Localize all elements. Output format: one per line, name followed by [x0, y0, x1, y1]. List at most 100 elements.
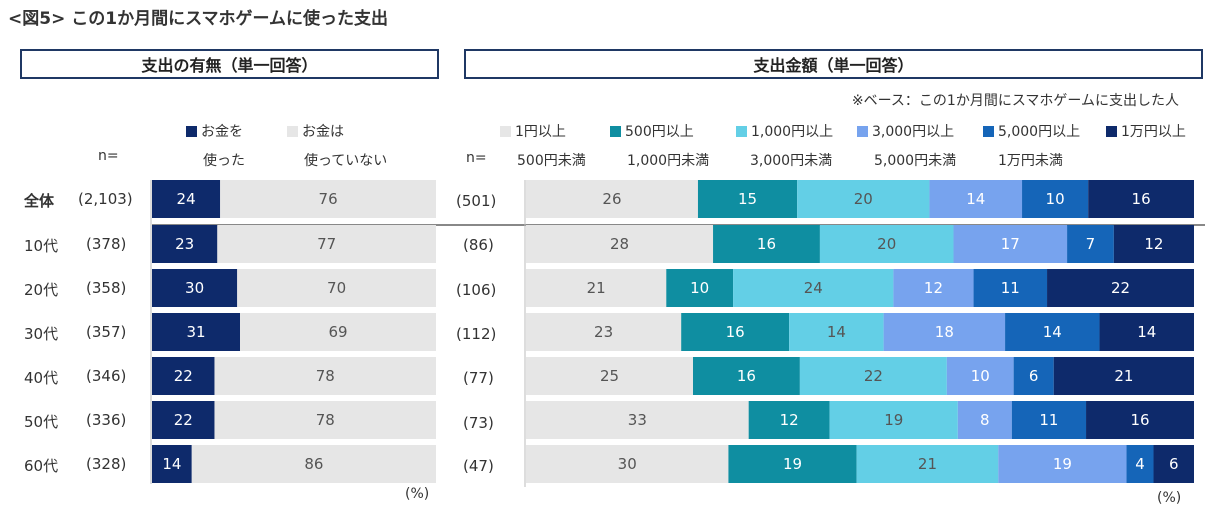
left-bar-total-s1 [152, 180, 221, 218]
right-label-10s-s5: 7 [1086, 235, 1096, 253]
right-label-total-s3: 20 [854, 190, 873, 208]
right-label-40s-s5: 6 [1029, 367, 1039, 385]
legend-left-spent-line1: お金を [201, 124, 243, 140]
right-label-30s-s2: 16 [726, 323, 745, 341]
left-label-40s-s2: 78 [316, 367, 335, 385]
row-n-right-50s: (73) [463, 414, 494, 432]
left-label-50s-s2: 78 [316, 411, 335, 429]
right-bar-20s-s3 [733, 269, 894, 307]
legend-right-3-line2: 3,000円未満 [750, 153, 833, 169]
left-bar-30s-s2 [240, 313, 436, 351]
legend-swatch-2 [610, 125, 621, 137]
legend-right-1-line2: 500円未満 [517, 153, 586, 169]
left-label-60s-s2: 86 [304, 455, 323, 473]
row-label-30s: 30代 [24, 325, 59, 343]
left-label-10s-s2: 77 [317, 235, 336, 253]
right-bar-40s-s3 [799, 357, 947, 395]
legend-right-5-line1: 5,000円以上 [998, 124, 1081, 140]
right-bar-10s-s6 [1113, 225, 1194, 263]
left-bar-60s-s1 [152, 445, 192, 483]
row-label-10s: 10代 [24, 237, 59, 255]
legend-left-not-spent-line1: お金は [302, 124, 344, 140]
right-label-10s-s3: 20 [877, 235, 896, 253]
left-label-30s-s1: 31 [186, 323, 205, 341]
right-bar-30s-s4 [883, 313, 1006, 351]
right-bar-total-s6 [1088, 180, 1194, 218]
legend-right-1: 1円以上 [500, 121, 566, 141]
row-label-total: 全体 [24, 192, 55, 210]
left-bar-20s-s2 [237, 269, 436, 307]
right-label-30s-s4: 18 [935, 323, 954, 341]
legend-left-not-spent: お金は [287, 121, 344, 141]
legend-swatch-4 [857, 125, 868, 137]
right-label-40s-s2: 16 [737, 367, 756, 385]
right-label-20s-s4: 12 [924, 279, 943, 297]
row-n-right-20s: (106) [456, 281, 497, 299]
row-n-right-30s: (112) [456, 325, 497, 343]
right-label-60s-s1: 30 [618, 455, 637, 473]
right-bar-60s-s3 [856, 445, 999, 483]
left-panel-header-text: 支出の有無（単一回答） [141, 56, 318, 75]
left-label-60s-s1: 14 [162, 455, 181, 473]
right-label-30s-s6: 14 [1137, 323, 1156, 341]
legend-left-not-spent-line2: 使っていない [304, 153, 388, 169]
right-label-30s-s5: 14 [1043, 323, 1062, 341]
legend-right-6: 1万円以上 [1106, 121, 1186, 141]
percent-label-left: (%) [405, 486, 430, 502]
right-bar-30s-s1 [526, 313, 682, 351]
n-label-left: n= [98, 148, 119, 164]
left-label-40s-s1: 22 [174, 367, 193, 385]
right-bar-20s-s5 [973, 269, 1048, 307]
row-label-20s: 20代 [24, 281, 59, 299]
legend-right-3: 1,000円以上 [736, 121, 833, 141]
left-bar-total-s2 [220, 180, 436, 218]
legend-right-4-line1: 3,000円以上 [872, 124, 955, 140]
legend-swatch-spent [186, 125, 197, 137]
right-bar-40s-s1 [526, 357, 693, 395]
legend-right-4: 3,000円以上 [857, 121, 954, 141]
right-label-20s-s5: 11 [1001, 279, 1020, 297]
right-label-40s-s1: 25 [600, 367, 619, 385]
right-bar-50s-s5 [1011, 401, 1087, 439]
right-bar-20s-s1 [526, 269, 667, 307]
right-bar-60s-s1 [526, 445, 729, 483]
legend-swatch-1 [500, 125, 511, 137]
legend-swatch-3 [736, 125, 747, 137]
right-label-20s-s2: 10 [690, 279, 709, 297]
row-n-right-60s: (47) [463, 457, 494, 475]
left-label-50s-s1: 22 [174, 411, 193, 429]
right-label-60s-s3: 21 [918, 455, 937, 473]
row-n-left-50s: (336) [86, 411, 127, 429]
left-bar-40s-s2 [214, 357, 436, 395]
right-bar-50s-s4 [957, 401, 1012, 439]
right-label-10s-s1: 28 [610, 235, 629, 253]
legend-right-5: 5,000円以上 [983, 121, 1080, 141]
right-bar-total-s3 [797, 180, 930, 218]
right-bar-20s-s2 [666, 269, 734, 307]
left-bar-30s-s1 [152, 313, 241, 351]
left-bar-40s-s1 [152, 357, 215, 395]
right-label-40s-s6: 21 [1114, 367, 1133, 385]
right-label-30s-s3: 14 [827, 323, 846, 341]
right-bar-40s-s6 [1053, 357, 1194, 395]
left-label-20s-s1: 30 [185, 279, 204, 297]
right-bar-50s-s6 [1086, 401, 1194, 439]
left-panel-header: 支出の有無（単一回答） [20, 49, 439, 79]
left-label-total-s1: 24 [177, 190, 196, 208]
legend-right-2-line1: 500円以上 [625, 124, 694, 140]
row-n-right-total: (501) [456, 192, 497, 210]
right-label-total-s6: 16 [1132, 190, 1151, 208]
left-bar-group: 24 76 23 77 30 70 31 69 22 78 22 78 14 86 [152, 180, 436, 483]
right-label-30s-s1: 23 [594, 323, 613, 341]
right-bar-60s-s6 [1153, 445, 1194, 483]
right-label-20s-s1: 21 [587, 279, 606, 297]
left-bar-10s-s1 [152, 225, 218, 263]
legend-right-4-line2: 5,000円未満 [874, 153, 957, 169]
left-bar-60s-s2 [191, 445, 436, 483]
right-label-50s-s3: 19 [884, 411, 903, 429]
row-n-left-10s: (378) [86, 235, 127, 253]
row-n-left-20s: (358) [86, 279, 127, 297]
right-bar-total-s4 [929, 180, 1023, 218]
right-bar-10s-s1 [526, 225, 714, 263]
